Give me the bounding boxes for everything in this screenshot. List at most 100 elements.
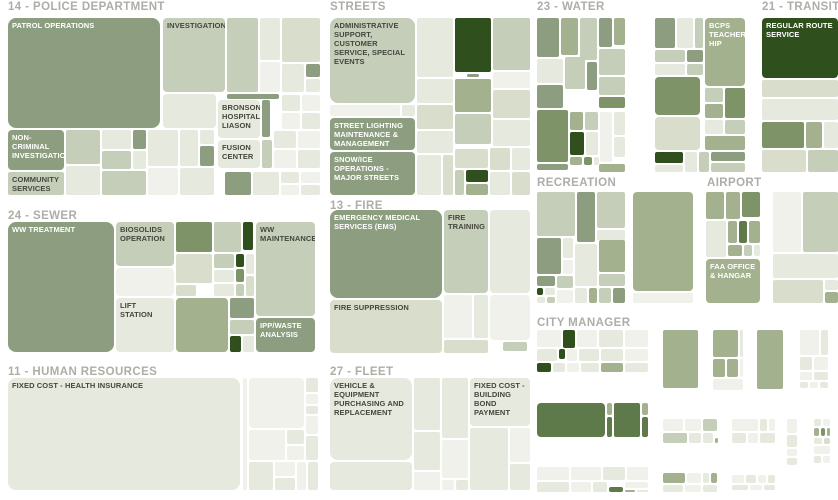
treemap-cell[interactable] [614,18,625,45]
treemap-cell[interactable] [455,18,491,72]
treemap-cell[interactable] [603,467,625,480]
treemap-cell[interactable] [444,340,488,353]
treemap-cell[interactable] [703,485,717,492]
treemap-cell[interactable] [246,276,254,296]
treemap-cell[interactable] [243,222,253,250]
treemap-cell[interactable] [287,446,304,460]
treemap-cell[interactable] [827,428,830,436]
treemap-cell[interactable] [537,403,605,437]
treemap-cell[interactable] [740,359,743,377]
treemap-cell[interactable] [563,330,575,348]
treemap-cell[interactable] [490,172,510,195]
treemap-cell-biosolids-operation[interactable]: BIOSOLIDS OPERATION [116,222,174,266]
treemap-cell[interactable] [760,433,775,443]
treemap-cell[interactable] [537,192,575,236]
treemap-cell[interactable] [589,288,597,303]
treemap-cell[interactable] [599,330,623,347]
treemap-cell[interactable] [512,172,530,195]
treemap-cell[interactable] [800,382,808,388]
treemap-cell[interactable] [655,18,675,48]
treemap-cell[interactable] [503,342,527,351]
treemap-cell[interactable] [609,487,623,492]
treemap-cell[interactable] [287,430,304,444]
treemap-cell[interactable] [249,430,285,460]
treemap-cell-fire-training[interactable]: FIRE TRAINING [444,210,488,293]
treemap-cell[interactable] [243,378,247,490]
treemap-cell[interactable] [537,297,545,303]
treemap-cell[interactable] [800,357,812,370]
treemap-cell[interactable] [625,363,648,372]
treemap-cell[interactable] [740,330,743,357]
treemap-cell[interactable] [306,64,320,77]
treemap-cell[interactable] [214,254,234,268]
treemap-cell[interactable] [655,50,685,62]
treemap-cell-fire-suppression[interactable]: FIRE SUPPRESSION [330,300,442,353]
treemap-cell-ww-maintenance[interactable]: WW MAINTENANCE [256,222,315,316]
treemap-cell[interactable] [687,64,703,75]
treemap-cell[interactable] [613,288,625,303]
treemap-cell[interactable] [133,151,146,169]
treemap-cell[interactable] [417,131,453,153]
treemap-cell[interactable] [754,245,760,256]
treemap-cell[interactable] [308,462,318,490]
treemap-cell[interactable] [685,485,701,492]
treemap-cell[interactable] [713,359,725,377]
treemap-cell[interactable] [581,363,599,372]
treemap-cell[interactable] [663,419,683,431]
treemap-cell[interactable] [443,155,453,195]
treemap-cell[interactable] [768,475,775,483]
treemap-cell[interactable] [565,57,585,89]
treemap-cell[interactable] [663,330,698,388]
treemap-cell[interactable] [442,378,468,438]
treemap-cell[interactable] [306,394,318,404]
treemap-cell[interactable] [825,292,838,303]
treemap-cell[interactable] [655,152,683,163]
treemap-cell[interactable] [607,417,612,437]
treemap-cell[interactable] [262,140,272,168]
treemap-cell[interactable] [607,403,612,415]
treemap-cell[interactable] [537,288,543,295]
treemap-cell[interactable] [725,120,745,134]
treemap-cell[interactable] [705,136,745,150]
treemap-cell[interactable] [537,482,569,492]
treemap-cell-regular-route-service[interactable]: REGULAR ROUTE SERVICE [762,18,838,78]
treemap-cell[interactable] [599,18,612,47]
treemap-cell[interactable] [706,192,724,219]
treemap-cell[interactable] [455,114,491,144]
treemap-cell[interactable] [230,320,254,334]
treemap-cell[interactable] [557,276,573,288]
treemap-cell[interactable] [510,464,530,490]
treemap-cell[interactable] [200,130,214,144]
treemap-cell[interactable] [803,192,838,252]
treemap-cell[interactable] [601,363,623,372]
treemap-cell[interactable] [281,172,299,183]
treemap-cell[interactable] [728,245,742,256]
treemap-cell[interactable] [599,274,625,286]
treemap-cell[interactable] [655,77,700,115]
treemap-cell[interactable] [762,99,838,120]
treemap-cell[interactable] [821,330,828,355]
treemap-cell[interactable] [711,152,745,161]
treemap-cell[interactable] [537,467,569,480]
treemap-cell[interactable] [655,64,685,75]
treemap-cell[interactable] [537,238,561,274]
treemap-cell[interactable] [577,330,597,347]
treemap-cell[interactable] [637,490,648,492]
treemap-cell[interactable] [703,473,709,483]
treemap-cell[interactable] [236,284,244,296]
treemap-cell[interactable] [567,349,577,361]
treemap-cell[interactable] [249,462,273,490]
treemap-cell[interactable] [512,148,530,170]
treemap-cell[interactable] [490,210,530,293]
treemap-cell[interactable] [466,170,488,182]
treemap-cell[interactable] [553,363,565,372]
treemap-cell[interactable] [575,244,597,286]
treemap-cell[interactable] [824,438,830,444]
treemap-cell[interactable] [570,112,583,130]
treemap-cell[interactable] [825,280,838,290]
treemap-cell-ipp-waste-analysis[interactable]: IPP/WASTE ANALYSIS [256,318,315,352]
treemap-cell[interactable] [227,94,279,99]
treemap-cell-snow-ice-operations-major-streets[interactable]: SNOW/ICE OPERATIONS - MAJOR STREETS [330,152,415,195]
treemap-cell[interactable] [414,472,440,490]
treemap-cell[interactable] [703,433,713,443]
